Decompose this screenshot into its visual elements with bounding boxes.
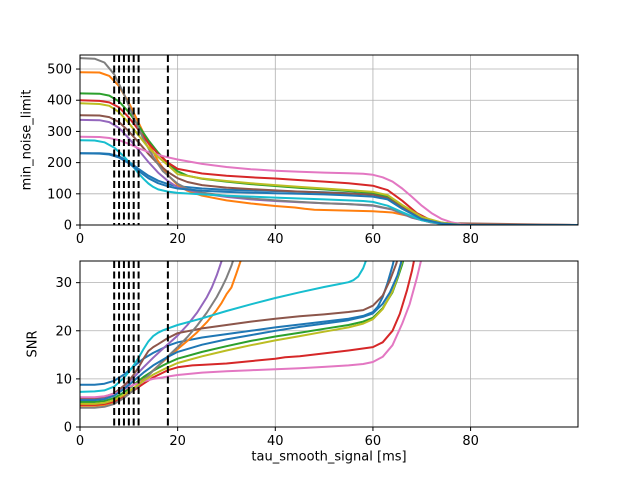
x-tick-label: 60 [365, 232, 382, 247]
subplot-bottom: 0 20 40 60 80 0 10 20 30 [55, 260, 579, 449]
series-line-blue [80, 261, 395, 386]
x-tick-label: 20 [169, 232, 186, 247]
top-y-axis-label: min_noise_limit [19, 89, 35, 191]
y-tick-label: 30 [55, 276, 72, 291]
y-tick-label: 0 [64, 421, 72, 436]
bottom-y-axis-label: SNR [25, 330, 41, 358]
y-tick-label: 400 [47, 94, 72, 109]
subplot-top: 0 20 40 60 80 0 100 200 300 400 500 [47, 54, 579, 247]
y-tick-label: 500 [47, 63, 72, 78]
series-line-red [80, 261, 415, 406]
y-tick-label: 200 [47, 156, 72, 171]
series-line-pink [80, 135, 578, 225]
axes-frame [79, 260, 579, 428]
x-tick-label: 20 [169, 434, 186, 449]
series-line-blue2 [80, 152, 578, 225]
y-tick-label: 10 [55, 372, 72, 387]
y-tick-label: 0 [64, 219, 72, 234]
x-tick-label: 80 [462, 434, 479, 449]
x-tick-label: 0 [76, 232, 84, 247]
series-line-red [80, 99, 578, 225]
series-line-brown [80, 261, 399, 400]
x-tick-label: 80 [462, 232, 479, 247]
x-tick-label: 60 [365, 434, 382, 449]
y-tick-label: 100 [47, 187, 72, 202]
series-line-olive [80, 102, 578, 225]
series-line-pink [80, 261, 422, 399]
axes-frame [79, 54, 579, 226]
x-tick-label: 40 [267, 434, 284, 449]
series-line-brown [80, 114, 578, 225]
y-tick-label: 20 [55, 324, 72, 339]
x-axis-label: tau_smooth_signal [ms] [251, 449, 407, 465]
x-tick-label: 0 [76, 434, 84, 449]
x-tick-label: 40 [267, 232, 284, 247]
y-tick-label: 300 [47, 125, 72, 140]
series-line-olive [80, 261, 404, 405]
